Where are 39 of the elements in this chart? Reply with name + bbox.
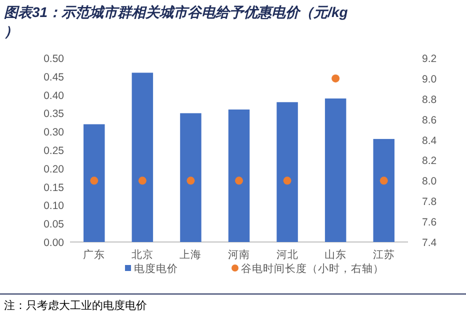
x-tick-label: 河南 bbox=[228, 248, 250, 261]
y-tick-label: 0.05 bbox=[44, 218, 64, 231]
bar bbox=[228, 110, 250, 242]
y-tick-label: 0.00 bbox=[44, 237, 64, 249]
y-tick-label: 0.50 bbox=[44, 53, 64, 65]
text: 注：只考虑大工业的电度电价 bbox=[4, 299, 147, 312]
bar bbox=[373, 138, 394, 242]
y-tick-label: 0.30 bbox=[44, 126, 64, 139]
y2-tick-label: 8.2 bbox=[422, 155, 437, 168]
y2-tick-label: 8.0 bbox=[422, 176, 437, 188]
bar bbox=[276, 102, 298, 242]
y2-tick-label: 7.8 bbox=[422, 196, 437, 208]
y2-tick-label: 8.4 bbox=[422, 134, 437, 147]
y2-tick-label: 7.6 bbox=[422, 216, 437, 229]
legend-label: 电度电价 bbox=[134, 262, 178, 275]
bar bbox=[84, 124, 105, 242]
bar bbox=[132, 72, 154, 242]
y2-tick-label: 9.0 bbox=[422, 73, 437, 86]
y2-tick-label: 8.6 bbox=[422, 114, 437, 126]
y-tick-label: 0.25 bbox=[44, 145, 64, 157]
x-tick-label: 河北 bbox=[276, 248, 298, 261]
chart-title: 图表31：示范城市群相关城市谷电给予优惠电价（元/kg） bbox=[4, 4, 348, 39]
y-tick-label: 0.20 bbox=[44, 163, 64, 176]
bar bbox=[180, 113, 202, 242]
y-tick-label: 0.35 bbox=[44, 108, 64, 120]
y-tick-label: 0.10 bbox=[44, 200, 64, 212]
y2-tick-label: 9.2 bbox=[422, 53, 437, 65]
y-tick-label: 0.40 bbox=[44, 90, 64, 102]
y-tick-label: 0.45 bbox=[44, 71, 64, 84]
y-tick-label: 0.15 bbox=[44, 182, 64, 194]
y2-tick-label: 8.8 bbox=[422, 94, 437, 106]
y2-tick-label: 7.4 bbox=[422, 237, 437, 249]
x-tick-label: 广东 bbox=[83, 248, 106, 261]
legend-label: 谷电时间长度（小时，右轴） bbox=[241, 262, 384, 275]
x-tick-label: 江苏 bbox=[372, 248, 395, 261]
x-tick-label: 上海 bbox=[180, 248, 202, 261]
x-tick-label: 山东 bbox=[324, 248, 347, 261]
x-tick-label: 北京 bbox=[131, 248, 154, 261]
bar bbox=[324, 98, 346, 242]
